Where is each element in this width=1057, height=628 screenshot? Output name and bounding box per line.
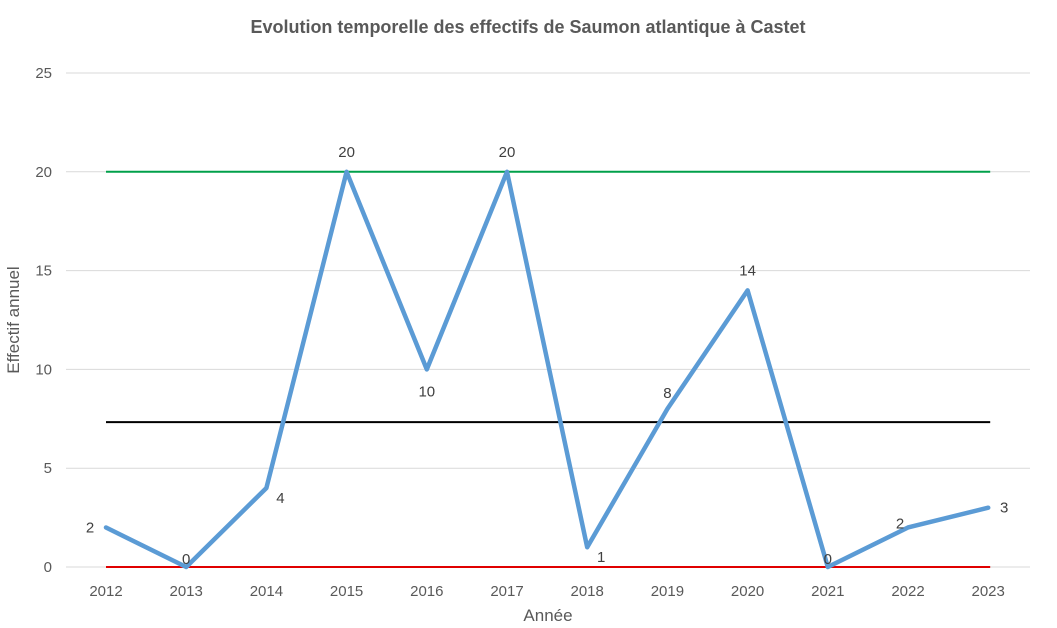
reference-lines <box>106 170 991 568</box>
y-tick-label: 5 <box>44 460 52 477</box>
data-label: 10 <box>418 383 435 400</box>
y-tick-label: 10 <box>35 361 52 378</box>
x-tick-label: 2018 <box>571 583 604 600</box>
data-label: 8 <box>663 385 671 402</box>
x-tick-label: 2023 <box>972 583 1005 600</box>
y-tick-label: 25 <box>35 65 52 82</box>
data-label: 0 <box>824 551 832 568</box>
data-label: 14 <box>739 262 756 279</box>
x-tick-label: 2013 <box>170 583 203 600</box>
x-tick-label: 2012 <box>89 583 122 600</box>
x-tick-label: 2020 <box>731 583 764 600</box>
data-label: 4 <box>276 490 284 507</box>
y-tick-label: 0 <box>44 559 52 576</box>
x-axis-ticks: 2012 2013 2014 2015 2016 2017 2018 2019 2020 2021… <box>89 583 1005 600</box>
data-label: 2 <box>896 515 904 532</box>
x-tick-label: 2022 <box>891 583 924 600</box>
x-tick-label: 2019 <box>651 583 684 600</box>
x-tick-label: 2016 <box>410 583 443 600</box>
x-axis-title: Année <box>523 606 572 625</box>
x-tick-label: 2021 <box>811 583 844 600</box>
y-axis-title: Effectif annuel <box>4 266 23 373</box>
data-label: 20 <box>499 144 516 161</box>
data-label: 20 <box>338 144 355 161</box>
data-label: 0 <box>182 551 190 568</box>
x-tick-label: 2017 <box>490 583 523 600</box>
y-axis-ticks: 0 5 10 15 20 25 <box>35 65 52 576</box>
chart-title: Evolution temporelle des effectifs de Sa… <box>250 17 805 37</box>
y-tick-label: 20 <box>35 164 52 181</box>
y-tick-label: 15 <box>35 263 52 280</box>
data-label: 1 <box>597 549 605 566</box>
gridlines <box>66 72 1030 568</box>
data-label: 2 <box>86 519 94 536</box>
data-label: 3 <box>1000 500 1008 517</box>
x-tick-label: 2015 <box>330 583 363 600</box>
series-layer <box>103 169 991 570</box>
x-tick-label: 2014 <box>250 583 283 600</box>
series-line <box>103 169 991 570</box>
